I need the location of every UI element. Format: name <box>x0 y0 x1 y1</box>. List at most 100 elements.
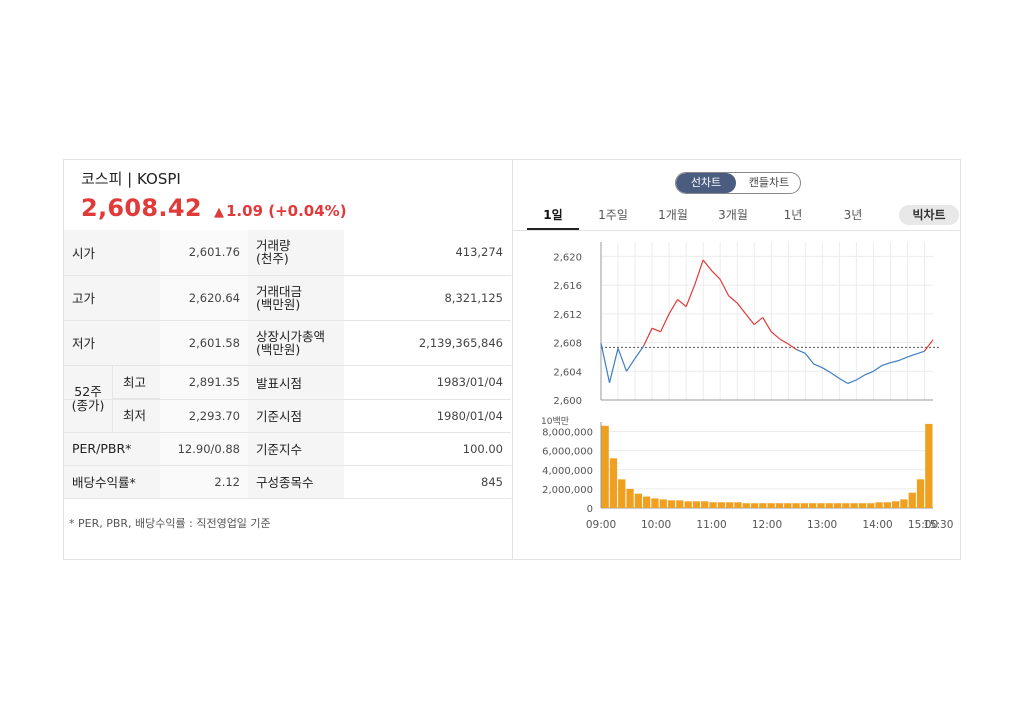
announce-label: 발표시점 <box>248 365 344 400</box>
tab-1month[interactable]: 1개월 <box>658 208 688 222</box>
volume-bar <box>800 503 808 508</box>
x-tick-label: 14:00 <box>862 519 892 531</box>
trade-value-label: 거래대금 (백만원) <box>248 275 344 321</box>
chart-area: 선차트 캔들차트 1일 1주일 1개월 3개월 1년 3년 빅차트 2,620 2… <box>512 160 961 559</box>
volume-bar <box>750 503 759 508</box>
volume-tick-label: 6,000,000 <box>542 447 593 458</box>
volume-bar <box>825 503 833 508</box>
constituents-label: 구성종목수 <box>248 465 344 499</box>
x-tick-label: 15:30 <box>923 519 953 531</box>
price-line-segment <box>736 302 747 315</box>
table-row: 52주 (종가) 최고 최저 2,891.35 발표시점 1983/01/04 <box>64 365 511 432</box>
week52-high-value: 2,891.35 <box>160 365 248 400</box>
price-line-segment <box>881 362 891 367</box>
price-line-segment <box>787 343 798 351</box>
volume-bar <box>850 503 858 508</box>
volume-bar <box>858 503 867 508</box>
y-tick-label: 2,616 <box>553 281 582 292</box>
base-time-label: 기준시점 <box>248 399 344 433</box>
per-pbr-value: 12.90/0.88 <box>160 432 248 466</box>
volume-bar <box>734 502 742 508</box>
tab-1week[interactable]: 1주일 <box>598 208 628 222</box>
price-line-segment <box>847 379 857 385</box>
price-line-segment <box>651 327 661 333</box>
price-line-segment <box>600 343 611 383</box>
dividend-label: 배당수익률* <box>64 465 160 499</box>
base-index-value: 100.00 <box>344 432 511 466</box>
week52-cell: 52주 (종가) 최고 최저 <box>64 365 160 432</box>
volume-bar <box>684 501 692 508</box>
constituents-value: 845 <box>344 465 511 499</box>
price-line-segment <box>626 358 636 372</box>
open-label: 시가 <box>64 230 160 276</box>
volume-bar <box>759 503 767 508</box>
volume-bar <box>626 488 634 508</box>
price-line-segment <box>643 327 653 347</box>
low-value: 2,601.58 <box>160 320 248 366</box>
price-line-segment <box>898 356 908 362</box>
week52-low-value: 2,293.70 <box>160 399 248 433</box>
volume-bar <box>867 503 875 508</box>
big-chart-button[interactable]: 빅차트 <box>899 205 959 225</box>
volume-bar <box>875 502 883 508</box>
low-label: 저가 <box>64 320 160 366</box>
change-value: 1.09 (+0.04%) <box>226 202 347 220</box>
price-line-segment <box>924 339 934 352</box>
base-time-value: 1980/01/04 <box>344 399 511 433</box>
table-row: 고가 2,620.64 거래대금 (백만원) 8,321,125 <box>64 275 511 321</box>
table-row: 시가 2,601.76 거래량 (천주) 413,274 <box>64 230 511 276</box>
price-line-segment <box>694 259 704 286</box>
y-tick-label: 2,600 <box>553 396 582 407</box>
volume-bar <box>809 503 817 508</box>
y-tick-label: 2,604 <box>553 367 582 378</box>
price-line-segment <box>608 348 619 383</box>
week52-high-label: 최고 <box>113 366 160 399</box>
price-line-segment <box>719 279 730 297</box>
price-change: ▲ 1.09 (+0.04%) <box>214 202 347 220</box>
price-line-segment <box>822 367 832 374</box>
y-tick-label: 2,620 <box>553 252 582 263</box>
current-price: 2,608.42 <box>81 194 202 222</box>
tab-1day[interactable]: 1일 <box>527 204 579 230</box>
volume-bar <box>717 502 725 508</box>
price-line-segment <box>745 313 755 325</box>
volume-bar <box>900 499 908 508</box>
volume-bar <box>742 503 750 508</box>
volume-bar <box>634 493 642 508</box>
volume-tick-label: 8,000,000 <box>542 428 593 439</box>
high-label: 고가 <box>64 275 160 321</box>
tab-3year[interactable]: 3년 <box>843 208 863 222</box>
price-line-segment <box>907 353 917 358</box>
line-chart-button[interactable]: 선차트 <box>676 173 736 193</box>
table-row: 저가 2,601.58 상장시가총액 (백만원) 2,139,365,846 <box>64 320 511 366</box>
volume-bar <box>643 496 651 508</box>
index-title: 코스피 | KOSPI <box>81 170 181 188</box>
candle-chart-button[interactable]: 캔들차트 <box>748 176 790 189</box>
price-line-segment <box>813 363 823 369</box>
price-line-segment <box>770 331 781 340</box>
volume-bar <box>908 492 916 508</box>
volume-bar <box>767 503 775 508</box>
market-cap-label: 상장시가총액 (백만원) <box>248 320 344 366</box>
announce-value: 1983/01/04 <box>344 365 511 400</box>
tab-3month[interactable]: 3개월 <box>718 208 748 222</box>
price-line-segment <box>660 313 670 333</box>
high-value: 2,620.64 <box>160 275 248 321</box>
price-line-segment <box>890 359 900 364</box>
price-line-segment <box>634 345 645 359</box>
x-tick-label: 12:00 <box>752 519 782 531</box>
x-tick-label: 11:00 <box>696 519 726 531</box>
y-tick-label: 2,612 <box>553 310 582 321</box>
price-line-segment <box>668 299 679 315</box>
volume-tick-label: 0 <box>587 504 593 515</box>
volume-bar <box>667 500 676 508</box>
volume-bar <box>601 425 609 508</box>
open-value: 2,601.76 <box>160 230 248 276</box>
volume-bar <box>676 500 684 508</box>
price-line-segment <box>753 316 764 326</box>
price-line-segment <box>873 365 883 372</box>
volume-bar <box>792 503 800 508</box>
base-index-label: 기준지수 <box>248 432 344 466</box>
tab-1year[interactable]: 1년 <box>783 208 803 222</box>
period-tabs: 1일 1주일 1개월 3개월 1년 3년 빅차트 <box>527 204 959 230</box>
